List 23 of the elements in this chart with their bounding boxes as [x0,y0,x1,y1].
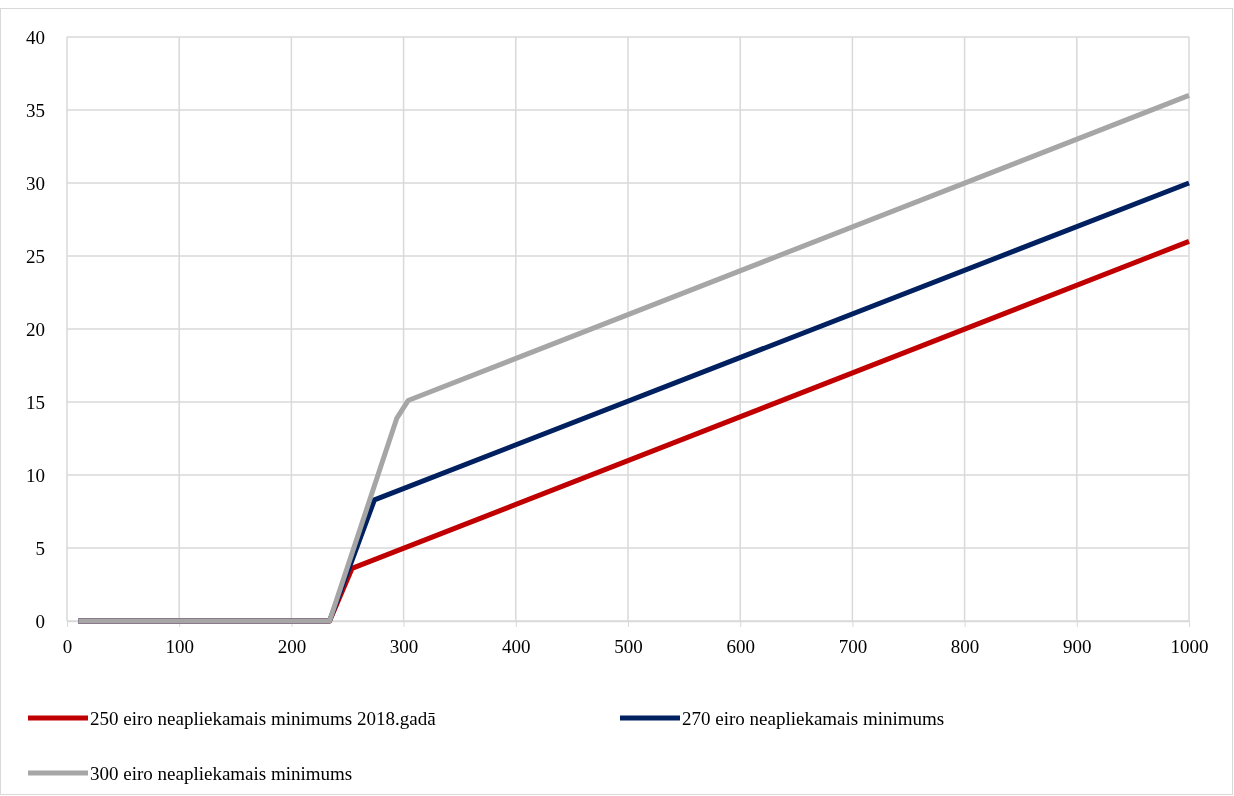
x-tick-label: 600 [726,635,755,657]
y-tick-label: 5 [35,537,45,559]
legend-label: 270 eiro neapliekamais minimums [682,707,945,729]
y-tick-label: 20 [26,318,45,340]
y-tick-label: 30 [26,172,45,194]
x-tick-label: 500 [614,635,643,657]
x-tick-label: 100 [165,635,194,657]
legend-label: 250 eiro neapliekamais minimums 2018.gadā [90,707,437,729]
x-tick-label: 1000 [1170,635,1209,657]
x-tick-label: 0 [62,635,73,657]
x-tick-label: 700 [838,635,868,657]
x-tick-label: 900 [1063,635,1092,657]
y-tick-label: 10 [26,464,45,486]
x-tick-label: 400 [502,635,531,657]
x-tick-label: 200 [277,635,307,657]
y-tick-label: 25 [26,245,45,267]
y-tick-label: 15 [26,391,45,413]
x-tick-label: 300 [389,635,419,657]
y-tick-label: 0 [35,610,45,632]
y-tick-label: 35 [26,99,45,121]
y-tick-label: 40 [26,26,45,48]
x-tick-label: 800 [950,635,980,657]
legend-label: 300 eiro neapliekamais minimums [90,762,353,784]
